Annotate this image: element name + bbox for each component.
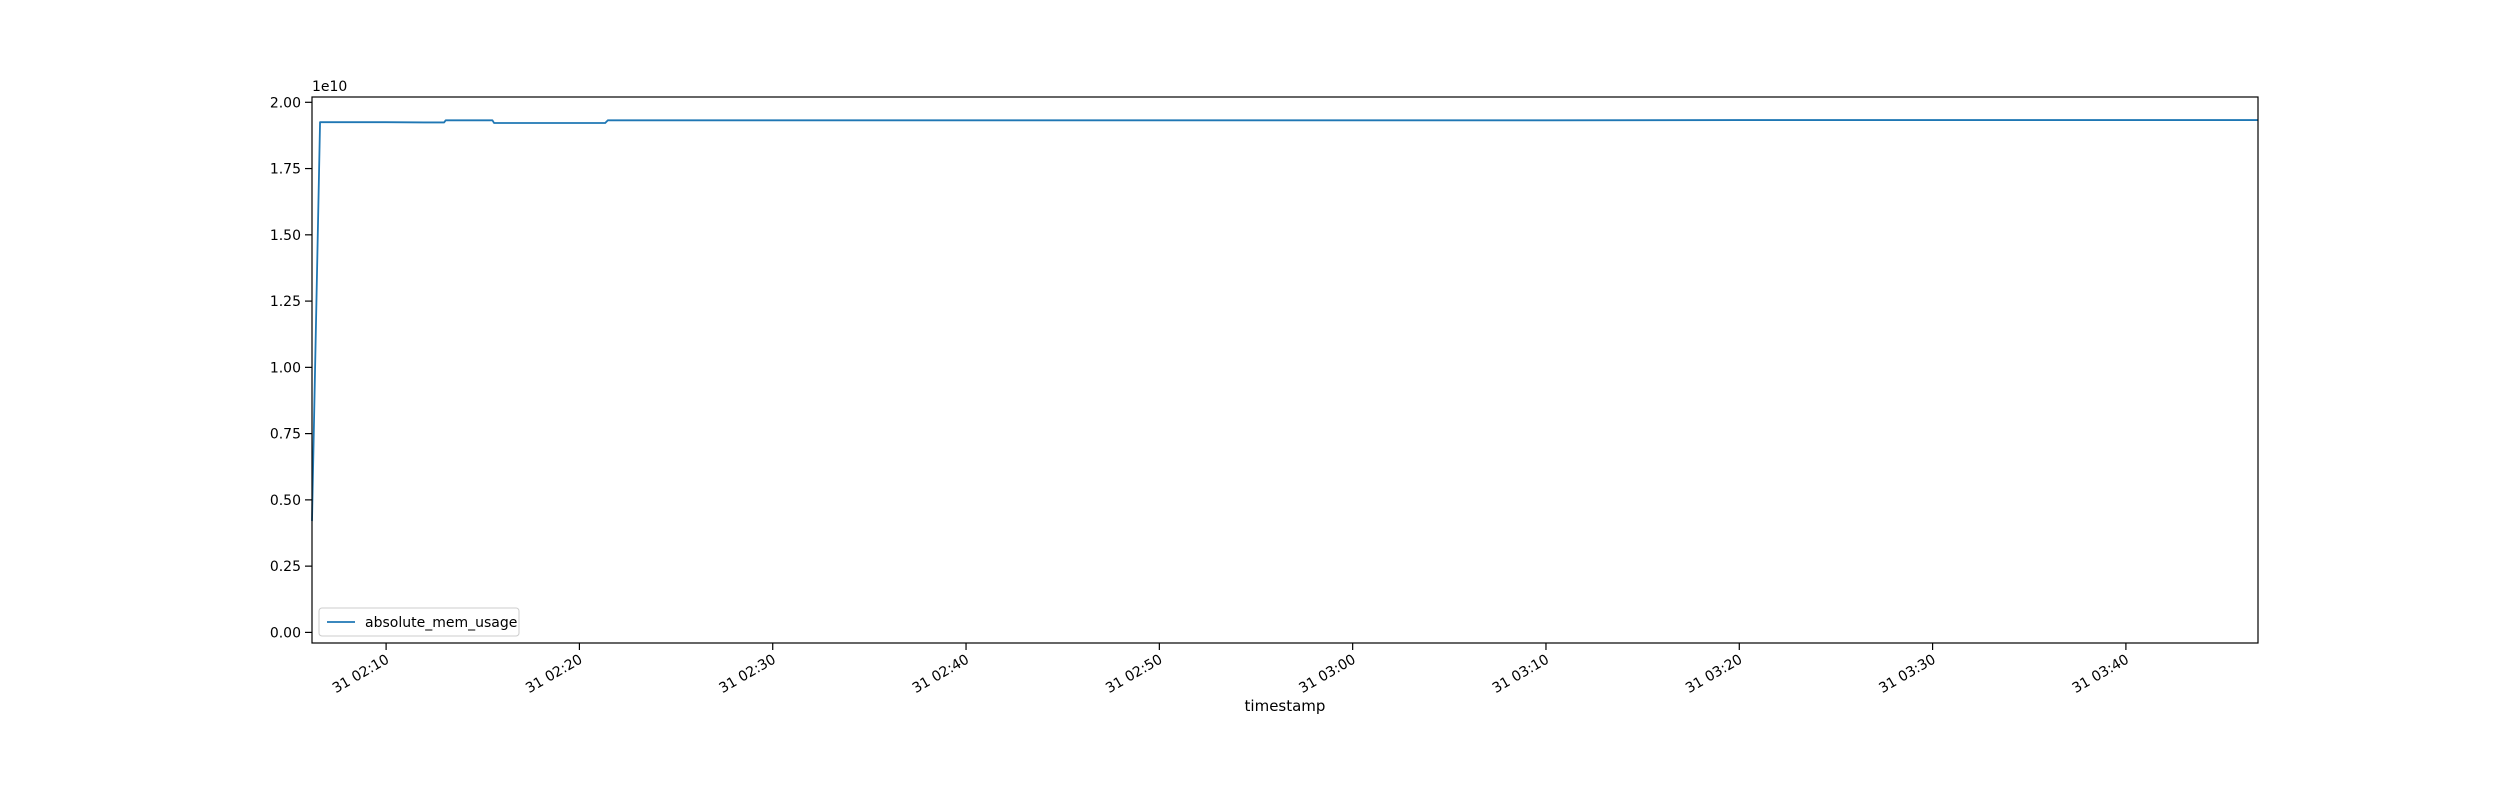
plot-area [312,97,2258,643]
y-tick-label: 1.50 [270,228,301,244]
y-tick-label: 2.00 [270,95,301,111]
y-tick-label: 1.00 [270,360,301,376]
legend-label: absolute_mem_usage [365,615,517,631]
y-tick-label: 0.50 [270,493,301,509]
y-axis-offset-label: 1e10 [312,79,347,95]
legend-box [318,607,520,637]
legend: absolute_mem_usage [318,607,520,637]
y-tick-label: 0.25 [270,559,301,575]
y-tick-label: 1.25 [270,294,301,310]
x-axis-label: timestamp [1245,697,1326,715]
series-line-absolute_mem_usage [311,119,2258,522]
y-tick-label: 0.00 [270,625,301,641]
plot-frame [311,96,2259,644]
series-layer [311,119,2258,522]
y-axis: 0.00 0.25 0.50 0.75 1.00 1.25 1.50 1.75 2.00 [270,95,312,641]
y-tick-label: 1.75 [270,162,301,178]
y-tick-label: 0.75 [270,427,301,443]
